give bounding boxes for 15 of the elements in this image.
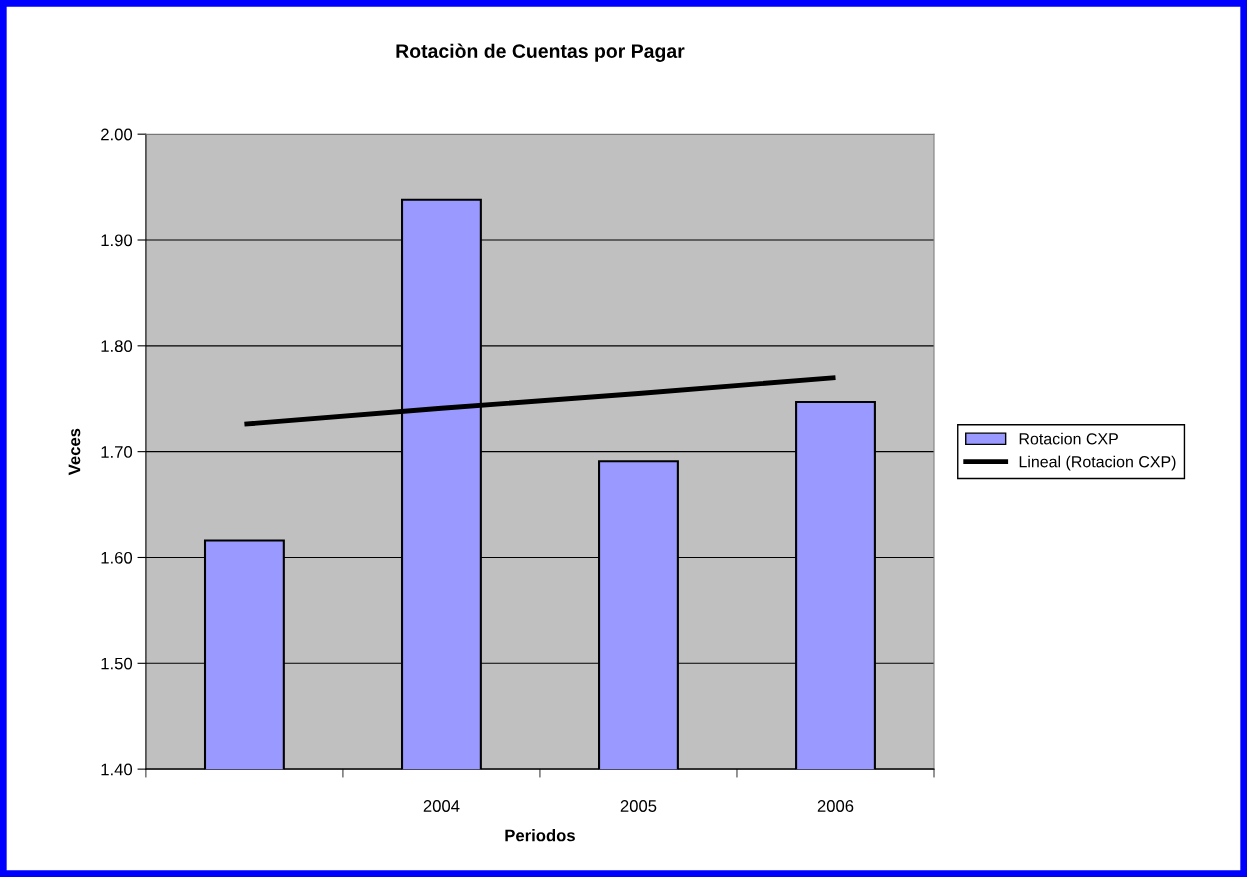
y-tick-label: 1.90 [101, 234, 133, 247]
y-axis-title: Veces [68, 428, 81, 476]
x-tick-label: 2005 [620, 800, 657, 812]
y-tick-label: 1.60 [101, 551, 133, 564]
y-tick-label: 1.70 [101, 446, 133, 458]
y-tick-label: 1.50 [101, 657, 133, 670]
y-tick-label: 1.80 [101, 340, 133, 353]
legend-label: Rotacion CXP [1019, 432, 1118, 445]
legend-label: Lineal (Rotacion CXP) [1019, 455, 1176, 471]
chart-title: Rotaciòn de Cuentas por Pagar [396, 43, 685, 62]
y-tick-label: 1.40 [101, 763, 133, 776]
x-tick-label: 2006 [817, 800, 854, 812]
y-tick-label: 2.00 [101, 128, 133, 141]
x-tick-label: 2004 [423, 800, 460, 812]
x-axis-title: Periodos [505, 829, 575, 842]
